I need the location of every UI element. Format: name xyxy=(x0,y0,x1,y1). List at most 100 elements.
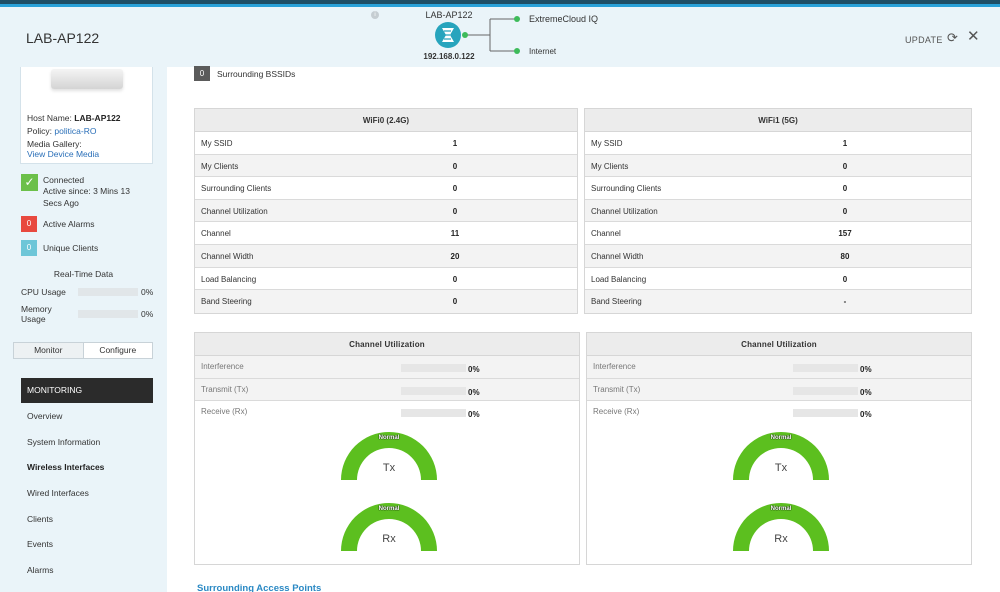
row-value: 0 xyxy=(452,184,458,194)
device-header: LAB-AP122 i LAB-AP122 192.168.0.122 Extr… xyxy=(0,7,1000,67)
topology-link-internet: Internet xyxy=(529,47,557,56)
row-label: Load Balancing xyxy=(201,274,257,284)
util-row: Transmit (Tx) 0% xyxy=(195,378,579,402)
row-label: Band Steering xyxy=(201,297,252,307)
row-value: 0 xyxy=(842,161,848,171)
util-bar xyxy=(401,386,466,395)
info-icon[interactable]: i xyxy=(371,11,379,19)
nav-system-information[interactable]: System Information xyxy=(27,437,101,447)
view-tabs: Monitor Configure xyxy=(13,342,153,359)
row-value: 0 xyxy=(842,206,848,216)
top-accent-bar xyxy=(0,0,1000,7)
radio-title: WiFi0 (2.4G) xyxy=(195,109,577,132)
table-row: My SSID 1 xyxy=(195,132,577,155)
table-row: Channel Width 80 xyxy=(585,244,971,268)
util-label: Interference xyxy=(201,362,244,371)
util-value: 0% xyxy=(860,410,872,420)
cpu-usage-value: 0% xyxy=(141,287,154,297)
radio-table-wifi0: WiFi0 (2.4G) My SSID 1 My Clients 0 Surrou… xyxy=(194,108,578,314)
row-label: My SSID xyxy=(201,139,233,148)
table-row: Band Steering - xyxy=(585,290,971,313)
row-label: Load Balancing xyxy=(591,274,647,284)
table-row: Load Balancing 0 xyxy=(585,268,971,291)
nav-wireless-interfaces[interactable]: Wireless Interfaces xyxy=(27,462,105,472)
util-value: 0% xyxy=(860,387,872,397)
update-button[interactable]: UPDATE xyxy=(905,35,943,45)
policy-link[interactable]: politica-RO xyxy=(54,126,97,136)
tab-monitor[interactable]: Monitor xyxy=(14,343,83,358)
nav-events[interactable]: Events xyxy=(27,539,53,549)
row-value: 0 xyxy=(452,206,458,216)
channel-utilization-panel-wifi1: Channel Utilization Interference 0% Trans… xyxy=(586,332,972,565)
view-device-media-link[interactable]: View Device Media xyxy=(27,149,100,159)
tab-configure[interactable]: Configure xyxy=(82,343,153,358)
nav-alarms[interactable]: Alarms xyxy=(27,565,54,575)
host-name-label: Host Name: xyxy=(27,113,72,123)
table-row: Channel Width 20 xyxy=(195,244,577,268)
memory-usage-value: 0% xyxy=(141,309,154,319)
util-label: Receive (Rx) xyxy=(201,407,248,417)
radio-title: WiFi1 (5G) xyxy=(585,109,971,132)
surrounding-bssids-label: Surrounding BSSIDs xyxy=(217,69,296,79)
row-value: 0 xyxy=(842,184,848,194)
radio-table-wifi1: WiFi1 (5G) My SSID 1 My Clients 0 Surround… xyxy=(584,108,972,314)
row-label: Channel Width xyxy=(591,251,644,261)
media-gallery-label: Media Gallery: xyxy=(27,139,82,149)
nav-clients[interactable]: Clients xyxy=(27,514,53,524)
row-label: Band Steering xyxy=(591,297,642,307)
util-value: 0% xyxy=(468,387,480,397)
util-value: 0% xyxy=(468,365,480,374)
panel-title: Channel Utilization xyxy=(195,333,579,356)
topology-link-cloud: ExtremeCloud IQ xyxy=(529,14,599,24)
close-icon[interactable]: ✕ xyxy=(967,28,980,45)
refresh-icon[interactable]: ⟳ xyxy=(947,30,958,45)
row-label: Channel Utilization xyxy=(591,206,658,216)
status-dot xyxy=(514,16,520,22)
row-label: My Clients xyxy=(591,161,629,171)
policy-label: Policy: xyxy=(27,126,53,136)
util-label: Transmit (Tx) xyxy=(593,384,641,394)
gauge-label: Rx xyxy=(382,533,396,545)
util-bar xyxy=(401,409,466,418)
gauge-status: Normal xyxy=(770,506,792,512)
row-label: Channel Utilization xyxy=(201,206,268,216)
topology-device-ip: 192.168.0.122 xyxy=(423,52,475,61)
row-value: 1 xyxy=(842,139,848,148)
topology-diagram xyxy=(435,16,520,54)
util-label: Interference xyxy=(593,362,636,371)
clients-label: Unique Clients xyxy=(43,243,99,253)
device-info-card: Host Name: LAB-AP122 Policy: politica-RO… xyxy=(20,67,153,164)
util-value: 0% xyxy=(860,365,872,374)
cpu-usage-bar xyxy=(78,288,138,296)
topology-device-name: LAB-AP122 xyxy=(425,10,473,20)
util-bar xyxy=(793,364,858,372)
connected-title: Connected xyxy=(43,175,85,185)
device-image xyxy=(51,69,123,89)
util-bar xyxy=(401,364,466,372)
row-value: 0 xyxy=(452,297,458,307)
row-value: 157 xyxy=(838,229,852,239)
gauge-status: Normal xyxy=(770,435,792,441)
table-row: My SSID 1 xyxy=(585,132,971,155)
util-label: Receive (Rx) xyxy=(593,407,640,417)
nav-overview[interactable]: Overview xyxy=(27,411,63,421)
row-value: 0 xyxy=(842,274,848,284)
gauge-arc xyxy=(733,432,829,480)
util-bar xyxy=(793,409,858,418)
monitoring-section-header: MONITORING xyxy=(21,378,153,403)
tx-gauge: Normal Tx xyxy=(341,432,437,480)
tx-gauge: Normal Tx xyxy=(733,432,829,480)
gauge-status: Normal xyxy=(378,506,400,512)
util-row: Interference 0% xyxy=(587,356,971,379)
gauge-arc xyxy=(341,503,437,551)
util-bar xyxy=(793,386,858,395)
util-row: Interference 0% xyxy=(195,356,579,379)
memory-usage-label-line2: Usage xyxy=(21,314,46,324)
table-row: Channel Utilization 0 xyxy=(585,199,971,223)
memory-usage-label-line1: Memory xyxy=(21,304,52,314)
connected-since-line1: Active since: 3 Mins 13 xyxy=(43,186,130,196)
surrounding-access-points-link[interactable]: Surrounding Access Points xyxy=(197,583,322,592)
nav-wired-interfaces[interactable]: Wired Interfaces xyxy=(27,488,89,498)
row-label: My Clients xyxy=(201,161,239,171)
table-row: Channel 157 xyxy=(585,222,971,245)
